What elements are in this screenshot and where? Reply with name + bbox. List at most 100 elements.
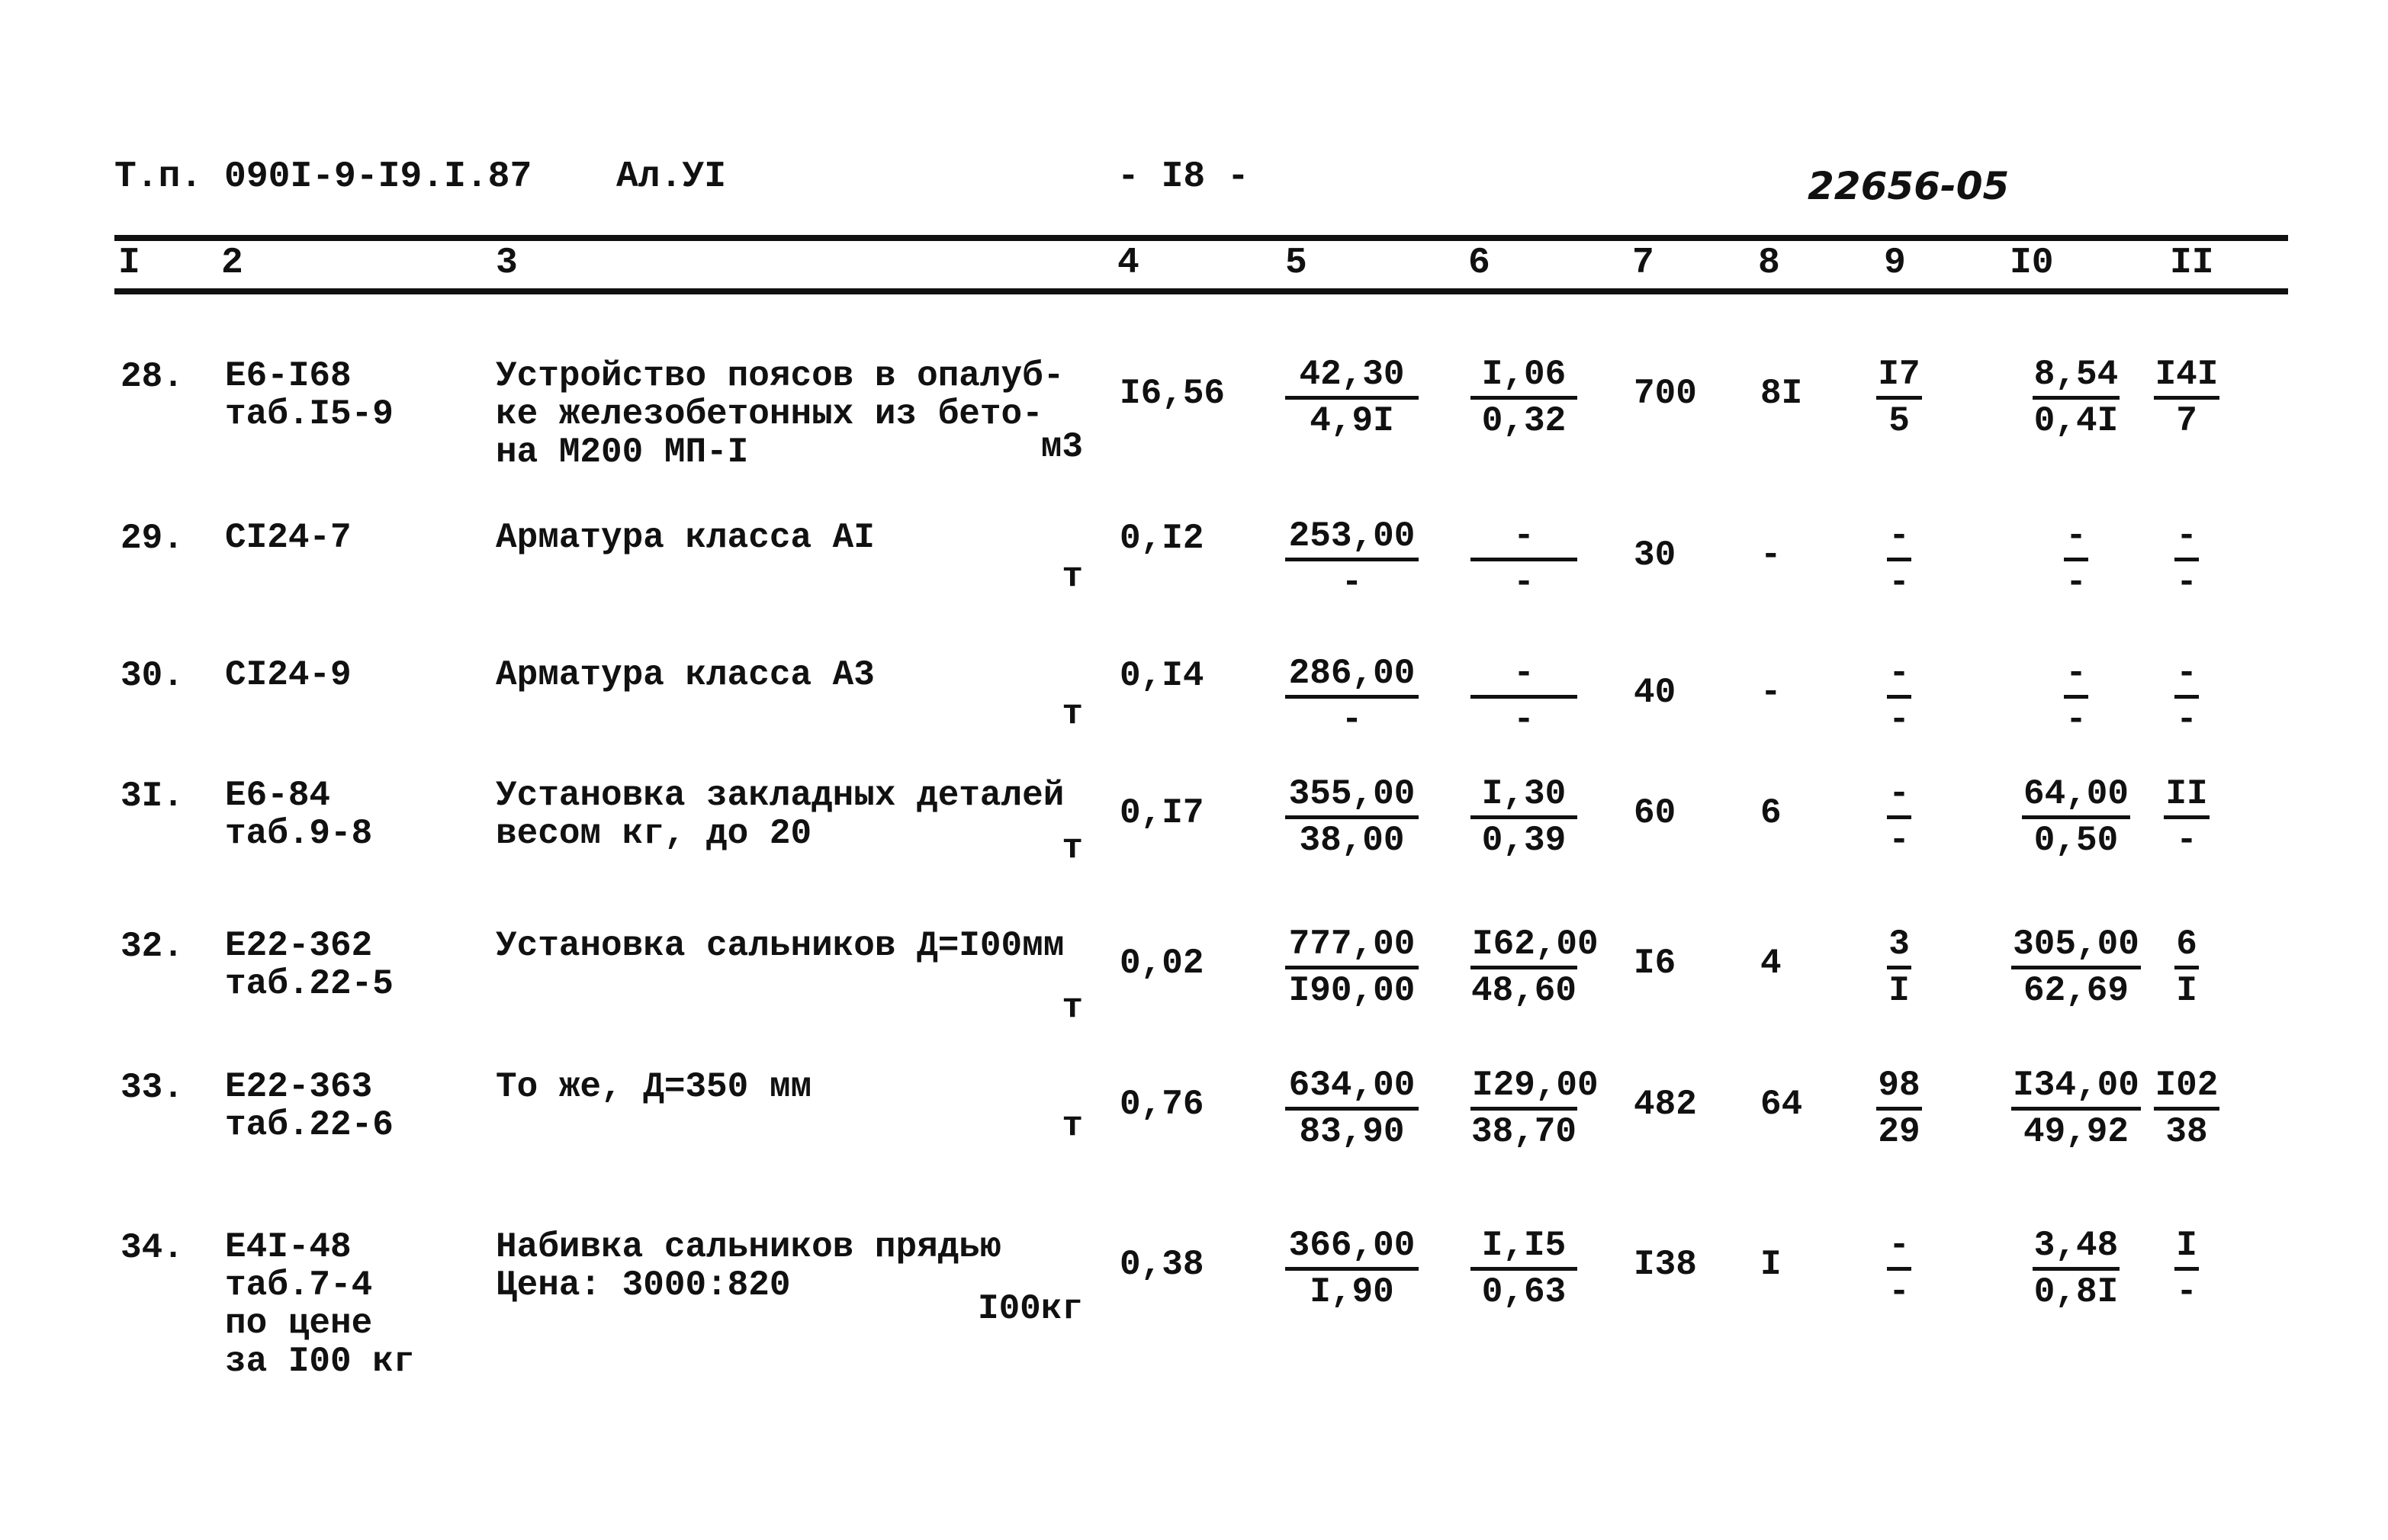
fraction-c11: -- bbox=[2152, 515, 2221, 604]
document-number: 22656-05 bbox=[1808, 164, 2010, 208]
description-line: ке железобетонных из бето- bbox=[496, 394, 1043, 434]
fraction-c5: 253,00- bbox=[1285, 515, 1419, 604]
denominator: - bbox=[2176, 563, 2197, 603]
denominator: - bbox=[2065, 700, 2087, 740]
fraction-c11: -- bbox=[2152, 652, 2221, 741]
numerator: 3 bbox=[1887, 923, 1911, 969]
description-line: То же, Д=350 мм bbox=[496, 1067, 812, 1107]
denominator: 0,8I bbox=[2033, 1272, 2119, 1312]
numerator: 355,00 bbox=[1285, 773, 1419, 819]
denominator: - bbox=[2065, 563, 2087, 603]
fraction-c10: -- bbox=[2007, 515, 2145, 604]
quantity: 0,76 bbox=[1120, 1085, 1204, 1124]
description-line: Арматура класса А3 bbox=[496, 655, 875, 695]
norm-code: Е4I-48 таб.7-4 по цене за I00 кг bbox=[225, 1228, 414, 1381]
denominator: - bbox=[1888, 563, 1910, 603]
numerator: I,30 bbox=[1470, 773, 1577, 819]
work-description: Установка закладных деталей весом кг, до … bbox=[496, 776, 1064, 853]
norm-code-line: Е22-362 bbox=[225, 926, 373, 966]
fraction-c6: -- bbox=[1470, 515, 1577, 604]
numerator: 98 bbox=[1876, 1064, 1922, 1111]
denominator: 29 bbox=[1878, 1112, 1920, 1152]
fraction-c5: 777,00 I90,00 bbox=[1285, 923, 1419, 1012]
numerator: 253,00 bbox=[1285, 515, 1419, 561]
fraction-c10: 3,48 0,8I bbox=[2007, 1224, 2145, 1313]
denominator: 0,4I bbox=[2033, 401, 2119, 441]
col7-value: I6 bbox=[1634, 944, 1676, 983]
denominator: 0,63 bbox=[1481, 1272, 1567, 1312]
denominator: - bbox=[1888, 1272, 1910, 1312]
denominator: I bbox=[2176, 971, 2197, 1011]
denominator: - bbox=[1513, 700, 1535, 740]
work-description: Установка сальников Д=I00мм bbox=[496, 927, 1064, 965]
numerator: 777,00 bbox=[1285, 923, 1419, 969]
norm-code-line: Е6-84 bbox=[225, 776, 331, 815]
fraction-c5: 355,00 38,00 bbox=[1285, 773, 1419, 862]
quantity: 0,02 bbox=[1120, 944, 1204, 983]
fraction-c10: I34,00 49,92 bbox=[2007, 1064, 2145, 1153]
norm-code-line: таб.22-5 bbox=[225, 964, 394, 1004]
row-number: 29. bbox=[121, 519, 184, 558]
fraction-c9: -- bbox=[1861, 515, 1937, 604]
norm-code: Е6-84 таб.9-8 bbox=[225, 776, 372, 853]
description-line: весом кг, до 20 bbox=[496, 814, 812, 854]
fraction-c6: I29,00 38,70 bbox=[1470, 1064, 1599, 1153]
project-code: Т.п. 090I-9-I9.I.87 bbox=[114, 156, 532, 198]
numerator: I,06 bbox=[1470, 353, 1577, 400]
work-description: То же, Д=350 мм bbox=[496, 1068, 812, 1106]
fraction-c5: 366,00 I,90 bbox=[1285, 1224, 1419, 1313]
fraction-c9: -- bbox=[1861, 1224, 1937, 1313]
fraction-c5: 42,30 4,9I bbox=[1285, 353, 1419, 442]
column-header-1: I bbox=[118, 243, 140, 284]
fraction-c5: 286,00- bbox=[1285, 652, 1419, 741]
denominator: 0,32 bbox=[1481, 401, 1567, 441]
col7-value: I38 bbox=[1634, 1245, 1697, 1284]
row-number: 33. bbox=[121, 1068, 184, 1108]
denominator: - bbox=[1341, 700, 1363, 740]
fraction-c11: I4I 7 bbox=[2152, 353, 2221, 442]
fraction-c6: I,06 0,32 bbox=[1470, 353, 1577, 442]
row-number: 34. bbox=[121, 1228, 184, 1268]
column-header-8: 8 bbox=[1758, 243, 1780, 284]
numerator: I62,00 bbox=[1470, 923, 1599, 969]
numerator: I29,00 bbox=[1470, 1064, 1599, 1111]
fraction-c5: 634,00 83,90 bbox=[1285, 1064, 1419, 1153]
row-number: 32. bbox=[121, 927, 184, 966]
denominator: 38,70 bbox=[1470, 1112, 1577, 1152]
denominator: - bbox=[1341, 563, 1363, 603]
row-number: 30. bbox=[121, 656, 184, 696]
numerator: II bbox=[2164, 773, 2210, 819]
description-line: Арматура класса АI bbox=[496, 518, 875, 558]
description-line: на М200 МП-I bbox=[496, 432, 749, 472]
denominator: 0,50 bbox=[2033, 821, 2119, 860]
norm-code-line: таб.I5-9 bbox=[225, 394, 394, 434]
numerator: I4I bbox=[2153, 353, 2220, 400]
column-header-10: I0 bbox=[2010, 243, 2054, 284]
denominator: - bbox=[1513, 563, 1535, 603]
denominator: - bbox=[2176, 1272, 2197, 1312]
unit: т bbox=[1062, 557, 1083, 596]
norm-code-line: таб.9-8 bbox=[225, 814, 373, 854]
column-header-2: 2 bbox=[221, 243, 243, 284]
fraction-c9: 98 29 bbox=[1861, 1064, 1937, 1153]
norm-code-line: СI24-7 bbox=[225, 518, 352, 558]
column-header-4: 4 bbox=[1117, 243, 1139, 284]
work-description: Арматура класса АI bbox=[496, 519, 875, 557]
description-line: Цена: 3000:820 bbox=[496, 1265, 791, 1305]
denominator: 48,60 bbox=[1470, 971, 1577, 1011]
numerator: 3,48 bbox=[2032, 1224, 2120, 1271]
numerator: I7 bbox=[1876, 353, 1922, 400]
numerator: - bbox=[1887, 652, 1911, 699]
col7-value: 30 bbox=[1634, 535, 1676, 575]
col8-value: I bbox=[1760, 1245, 1782, 1284]
numerator: 42,30 bbox=[1285, 353, 1419, 400]
fraction-c11: I02 38 bbox=[2152, 1064, 2221, 1153]
fraction-c9: I7 5 bbox=[1861, 353, 1937, 442]
col8-value: 8I bbox=[1760, 374, 1803, 413]
numerator: 8,54 bbox=[2032, 353, 2120, 400]
description-line: Установка закладных деталей bbox=[496, 776, 1065, 815]
col8-value: 64 bbox=[1760, 1085, 1803, 1124]
denominator: I bbox=[1888, 971, 1910, 1011]
denominator: 83,90 bbox=[1299, 1112, 1405, 1152]
